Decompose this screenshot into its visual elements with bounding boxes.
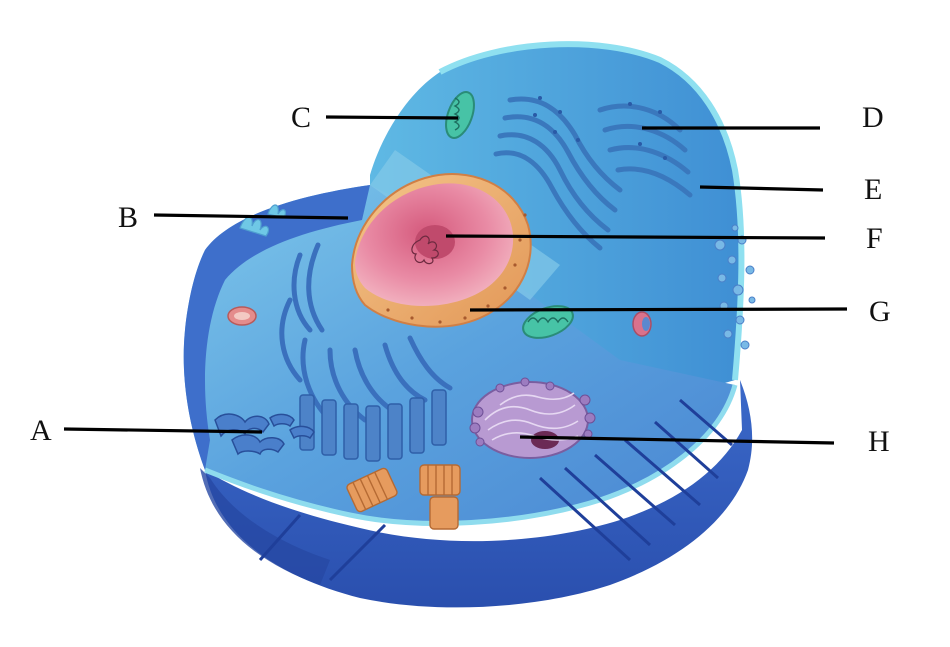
secretory-vesicles — [714, 224, 756, 350]
cytoplasm-left-face — [183, 185, 370, 470]
leader-line-h — [519, 435, 835, 445]
leader-line-e — [699, 185, 824, 192]
leader-lines — [63, 115, 848, 445]
centrioles — [346, 464, 461, 530]
nuclear-pores — [386, 213, 527, 324]
er-columns — [299, 389, 447, 462]
golgi-apparatus — [469, 377, 596, 459]
leader-line-f — [445, 234, 826, 240]
mitochondrion-top — [445, 91, 475, 139]
rough-er-right — [493, 96, 693, 251]
vesicle-right — [632, 311, 652, 337]
cell-side — [205, 380, 753, 608]
rough-er-right-ribosomes — [533, 96, 667, 160]
vesicle-left — [227, 306, 257, 326]
leader-line-a — [63, 427, 263, 434]
label-f: F — [866, 222, 883, 255]
label-e: E — [864, 173, 882, 206]
leader-line-b — [153, 213, 349, 220]
label-g: G — [869, 295, 891, 328]
label-h: H — [868, 425, 890, 458]
plasma-membrane-rim — [438, 41, 745, 381]
label-c: C — [291, 101, 311, 134]
leader-line-c — [325, 115, 459, 120]
label-d: D — [862, 101, 884, 134]
nucleolus — [411, 225, 455, 265]
cytoskeleton-lines — [258, 398, 733, 582]
cell-side-shadow — [200, 468, 330, 585]
cell-rim-front — [204, 384, 738, 526]
label-b: B — [118, 201, 138, 234]
label-a: A — [30, 414, 52, 447]
leader-line-g — [469, 307, 848, 312]
